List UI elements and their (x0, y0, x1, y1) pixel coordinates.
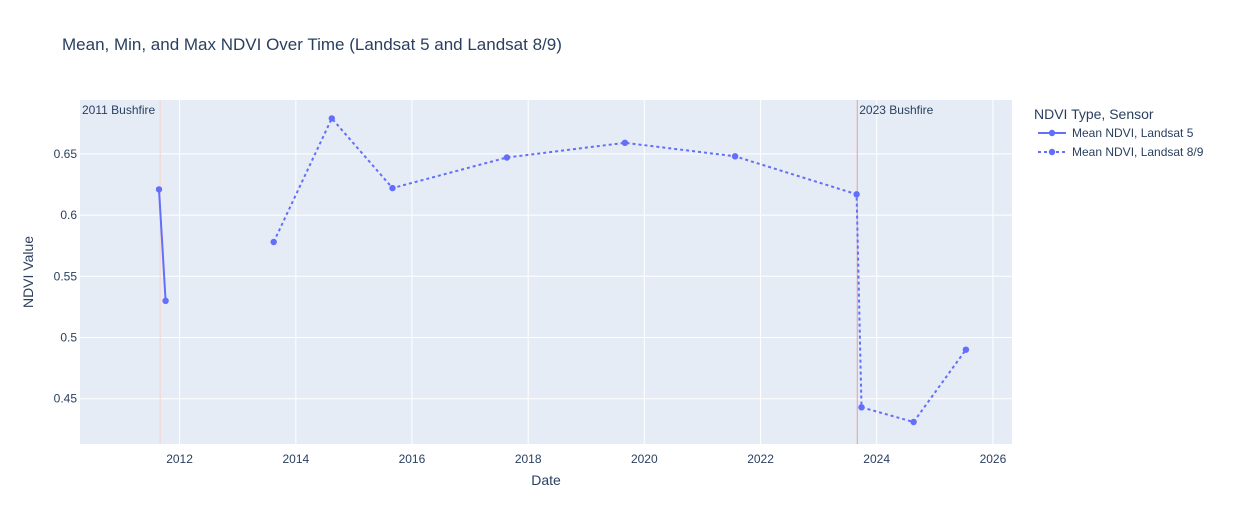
x-tick-label: 2024 (863, 452, 890, 466)
series-line (158, 189, 167, 301)
x-axis-label: Date (531, 472, 561, 488)
legend-swatch-marker (1048, 148, 1056, 156)
annotations: 2011 Bushfire 2023 Bushfire (82, 100, 934, 444)
data-point (270, 238, 277, 246)
data-point (853, 191, 860, 198)
x-tick-label: 2018 (515, 452, 542, 466)
x-tick-label: 2012 (166, 452, 193, 466)
chart-title: Mean, Min, and Max NDVI Over Time (Lands… (62, 35, 562, 54)
legend-item: Mean NDVI, Landsat 5 (1038, 126, 1194, 140)
data-point (621, 139, 629, 146)
data-point (731, 153, 739, 160)
x-axis-ticks: 2012 2014 2016 2018 2020 2022 2024 2026 (166, 452, 1006, 466)
legend-item: Mean NDVI, Landsat 8/9 (1038, 145, 1204, 159)
series-lines (155, 115, 970, 426)
y-axis-label: NDVI Value (20, 236, 36, 308)
y-axis-ticks: 0.45 0.5 0.55 0.6 0.65 (54, 147, 78, 406)
y-tick-label: 0.45 (54, 392, 78, 406)
grid-lines (80, 100, 1012, 444)
y-tick-label: 0.6 (60, 208, 77, 222)
x-tick-label: 2016 (399, 452, 426, 466)
data-point (328, 115, 335, 122)
legend-label: Mean NDVI, Landsat 8/9 (1072, 145, 1204, 159)
annotation-label: 2023 Bushfire (859, 103, 933, 117)
legend-title: NDVI Type, Sensor (1034, 106, 1154, 122)
legend-swatch-marker (1048, 129, 1056, 137)
y-tick-label: 0.65 (54, 147, 78, 161)
legend: NDVI Type, Sensor Mean NDVI, Landsat 5Me… (1034, 106, 1204, 159)
y-tick-label: 0.5 (60, 330, 77, 344)
legend-items: Mean NDVI, Landsat 5 Mean NDVI, Landsat 8… (1038, 126, 1204, 159)
data-point (858, 404, 865, 411)
annotation-label: 2011 Bushfire (82, 103, 155, 117)
data-point (389, 184, 396, 192)
legend-label: Mean NDVI, Landsat 5 (1072, 126, 1194, 140)
x-tick-label: 2020 (631, 452, 658, 466)
data-point (962, 346, 970, 353)
plot-area (80, 100, 1012, 444)
x-tick-label: 2026 (980, 452, 1007, 466)
series-line (272, 116, 967, 424)
data-point (162, 297, 169, 304)
data-point (503, 154, 511, 161)
data-point (910, 418, 917, 426)
data-point (155, 186, 163, 193)
x-tick-label: 2014 (282, 452, 309, 466)
x-tick-label: 2022 (747, 452, 774, 466)
y-tick-label: 0.55 (54, 269, 78, 283)
